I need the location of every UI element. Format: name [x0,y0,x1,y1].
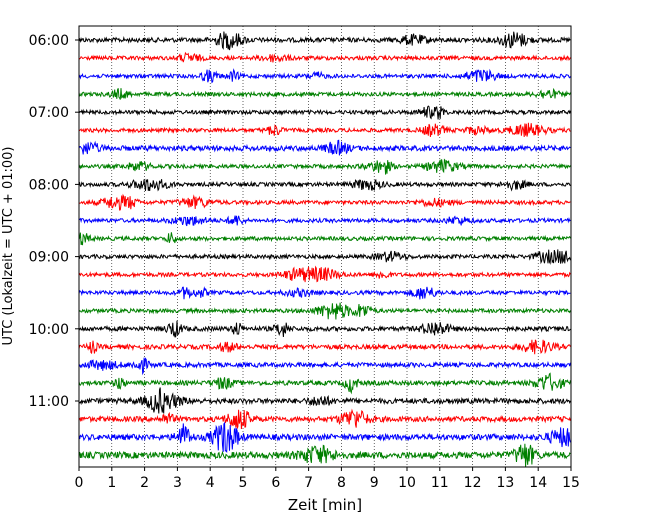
x-tick-label: 2 [140,475,149,491]
seismic-trace [78,232,571,246]
seismic-trace [78,158,571,175]
y-tick-label: 07:00 [29,105,69,121]
seismic-trace [78,286,571,300]
x-tick-label: 10 [398,475,416,491]
x-tick-label: 13 [496,475,514,491]
seismic-trace [78,139,571,156]
x-tick-label: 9 [370,475,379,491]
seismic-trace [78,408,571,430]
seismic-traces [78,31,571,468]
seismic-trace [78,302,571,320]
y-tick-label: 06:00 [29,33,69,49]
x-tick-label: 12 [464,475,482,491]
x-tick-label: 8 [337,475,346,491]
seismic-trace [78,178,571,192]
x-tick-label: 0 [75,475,84,491]
y-tick-label: 08:00 [29,177,69,193]
seismic-trace [78,68,571,84]
x-axis-label: Zeit [min] [288,496,362,514]
x-tick-label: 15 [562,475,580,491]
seismic-trace [78,339,571,355]
y-tick-label: 09:00 [29,250,69,266]
seismic-trace [78,122,571,138]
seismic-trace [78,265,571,283]
seismic-trace [78,421,571,453]
x-tick-label: 14 [529,475,547,491]
seismic-trace [78,193,571,211]
seismic-trace [78,87,571,100]
x-tick-label: 7 [304,475,313,491]
x-tick-label: 3 [173,475,182,491]
seismic-trace [78,320,571,338]
x-tick-label: 11 [431,475,449,491]
x-axis-ticks: 0 1 2 3 4 5 6 7 8 9 10 11 12 13 14 15 [75,467,580,491]
seismic-trace [78,215,571,227]
x-tick-label: 5 [239,475,248,491]
seismic-trace [78,249,571,265]
y-axis-label: UTC (Lokalzeit = UTC + 01:00) [1,147,16,346]
x-tick-label: 4 [206,475,215,491]
seismic-trace [78,443,571,468]
y-axis-ticks: 06:00 07:00 08:00 09:00 10:00 11:00 [29,33,79,410]
x-tick-label: 6 [271,475,280,491]
seismic-trace [78,105,571,120]
seismic-trace [78,31,571,51]
plot-frame [78,25,572,468]
seismic-trace [78,372,571,395]
y-tick-label: 10:00 [29,322,69,338]
y-tick-label: 11:00 [29,394,69,410]
seismic-trace [78,51,571,63]
seismic-trace [78,357,571,376]
seismic-trace [78,387,571,414]
x-tick-label: 1 [107,475,116,491]
